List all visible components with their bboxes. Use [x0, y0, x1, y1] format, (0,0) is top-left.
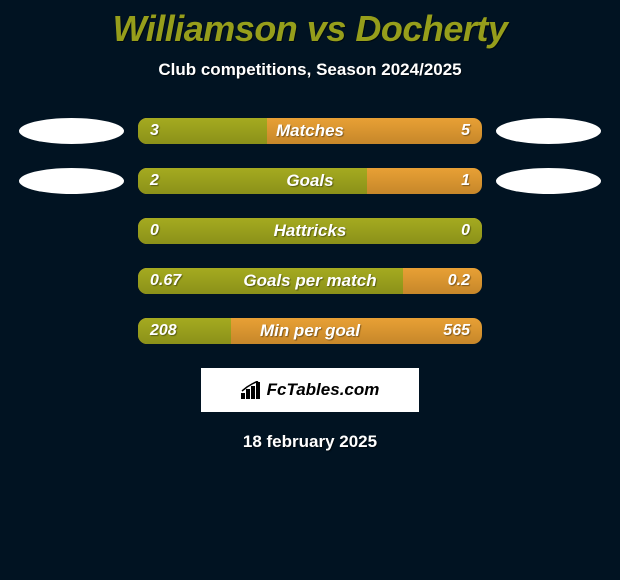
stat-label: Hattricks — [138, 218, 482, 244]
stat-bar: 0.670.2Goals per match — [138, 268, 482, 294]
date: 18 february 2025 — [0, 432, 620, 452]
stat-row: 21Goals — [0, 168, 620, 194]
player-avatar-left — [19, 168, 124, 194]
stat-bar: 35Matches — [138, 118, 482, 144]
stat-bar: 00Hattricks — [138, 218, 482, 244]
stat-bar: 208565Min per goal — [138, 318, 482, 344]
logo: FcTables.com — [241, 380, 380, 400]
stat-rows: 35Matches 21Goals 00Hattricks 0.670.2Goals … — [0, 118, 620, 344]
logo-box[interactable]: FcTables.com — [201, 368, 419, 412]
player-avatar-right — [496, 168, 601, 194]
subtitle: Club competitions, Season 2024/2025 — [0, 60, 620, 80]
stat-label: Goals — [138, 168, 482, 194]
logo-text: FcTables.com — [267, 380, 380, 400]
stat-bar: 21Goals — [138, 168, 482, 194]
comparison-widget: Williamson vs Docherty Club competitions… — [0, 0, 620, 452]
stat-row: 0.670.2Goals per match — [0, 268, 620, 294]
page-title: Williamson vs Docherty — [0, 8, 620, 50]
stat-label: Matches — [138, 118, 482, 144]
stat-label: Goals per match — [138, 268, 482, 294]
stat-row: 35Matches — [0, 118, 620, 144]
player-avatar-right — [496, 118, 601, 144]
stat-row: 00Hattricks — [0, 218, 620, 244]
chart-icon — [241, 381, 263, 399]
stat-row: 208565Min per goal — [0, 318, 620, 344]
stat-label: Min per goal — [138, 318, 482, 344]
player-avatar-left — [19, 118, 124, 144]
